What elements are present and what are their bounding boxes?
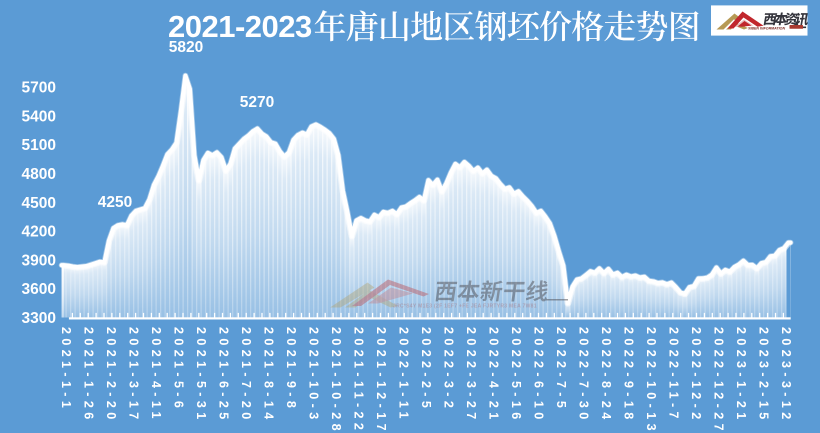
svg-text:2021-5-31: 2021-5-31 [194,327,208,424]
svg-text:2022-8-24: 2022-8-24 [599,327,613,424]
svg-text:2021-8-14: 2021-8-14 [262,327,276,424]
svg-text:2021-1-26: 2021-1-26 [82,327,96,424]
svg-text:2022-12-2: 2022-12-2 [689,327,703,424]
svg-text:4500: 4500 [22,195,56,212]
svg-text:2021-4-11: 2021-4-11 [149,327,163,423]
svg-text:5820: 5820 [169,39,203,56]
svg-text:2021-5-6: 2021-5-6 [172,327,186,412]
svg-text:3900: 3900 [22,252,56,269]
svg-text:2021-10-28: 2021-10-28 [329,327,343,433]
svg-text:2022-11-7: 2022-11-7 [667,327,681,423]
svg-text:2021-3-17: 2021-3-17 [127,327,141,424]
svg-text:2022-12-27: 2022-12-27 [712,327,726,433]
svg-text:2021-1-1: 2021-1-1 [59,327,73,412]
svg-text:2022-2-5: 2022-2-5 [419,327,433,412]
svg-text:2022-4-21: 2022-4-21 [487,327,501,424]
svg-text:2021-6-25: 2021-6-25 [217,327,231,424]
svg-text:5700: 5700 [22,80,56,97]
svg-text:2021-12-17: 2021-12-17 [374,327,388,433]
svg-text:2021-9-8: 2021-9-8 [284,327,298,412]
svg-text:2022-3-2: 2022-3-2 [442,327,456,412]
svg-text:2022-1-11: 2022-1-11 [397,327,411,423]
svg-text:2022-3-27: 2022-3-27 [464,327,478,424]
svg-text:2023-3-12: 2023-3-12 [779,327,793,424]
svg-text:4200: 4200 [22,224,56,241]
svg-text:5100: 5100 [22,137,56,154]
svg-text:4250: 4250 [98,194,132,211]
svg-text:2021-7-20: 2021-7-20 [239,327,253,424]
svg-text:2022-5-16: 2022-5-16 [509,327,523,424]
svg-text:2023-2-15: 2023-2-15 [757,327,771,424]
svg-text:3300: 3300 [22,310,56,327]
svg-text:5400: 5400 [22,108,56,125]
svg-text:4800: 4800 [22,166,56,183]
svg-text:2021-2023: 2021-2023 [168,9,312,44]
svg-text:2022-10-13: 2022-10-13 [644,327,658,433]
svg-text:5270: 5270 [240,94,274,111]
svg-text:2021-10-3: 2021-10-3 [307,327,321,424]
svg-text:2022-6-10: 2022-6-10 [532,327,546,424]
svg-text:2022-9-18: 2022-9-18 [622,327,636,424]
svg-text:2022-7-5: 2022-7-5 [554,327,568,412]
svg-text:2021-11-22: 2021-11-22 [352,327,366,433]
svg-text:2023-1-21: 2023-1-21 [734,327,748,424]
svg-text:2021-2-20: 2021-2-20 [104,327,118,424]
svg-text:XIBEN INFORMATION: XIBEN INFORMATION [747,27,785,31]
svg-text:3600: 3600 [22,281,56,298]
svg-text:2022-7-30: 2022-7-30 [577,327,591,424]
svg-text:JRC*S4Y M1E3 (2F 1EF7 +FE JEA: JRC*S4Y M1E3 (2F 1EF7 +FE JEA FJRTYR3 ME… [393,304,537,310]
